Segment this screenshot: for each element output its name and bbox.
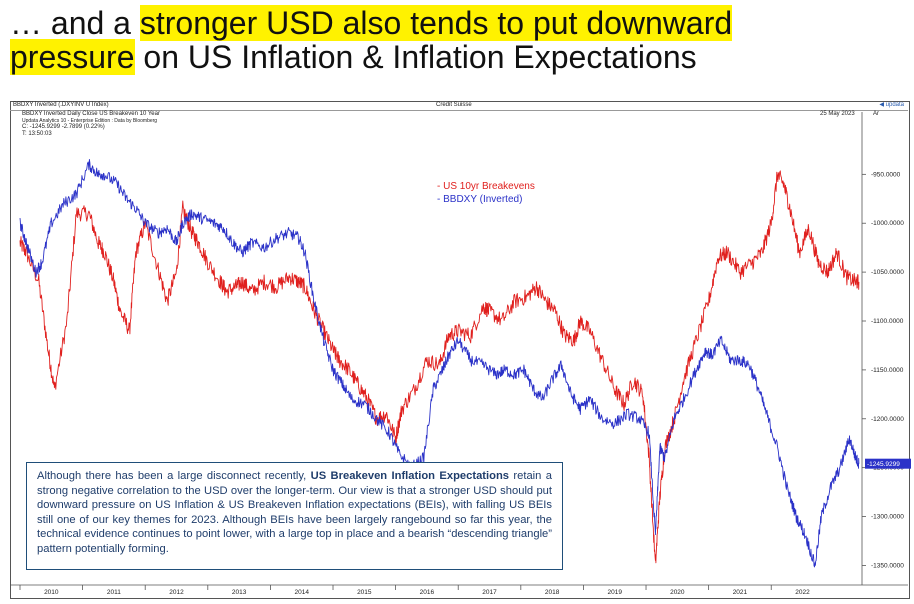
x-tick-label: 2011 bbox=[107, 589, 121, 596]
terminal-title-bar: BBDXY Inverted (.DXYINV U Index) Credit … bbox=[10, 101, 908, 111]
commentary-post: retain a strong negative correlation to … bbox=[37, 470, 552, 555]
x-tick-label: 2018 bbox=[545, 589, 560, 596]
y-tick-label: -1150.0000 bbox=[871, 367, 904, 374]
commentary-bold: US Breakeven Inflation Expectations bbox=[310, 470, 510, 482]
terminal-title-center: Credit Suisse bbox=[436, 102, 472, 108]
headline-suffix: on US Inflation & Inflation Expectations bbox=[134, 39, 697, 75]
x-tick-label: 2010 bbox=[44, 589, 59, 596]
last-value-label: -1245.9299 bbox=[867, 461, 900, 468]
headline-prefix: … and a bbox=[10, 5, 140, 41]
y-tick-label: -1350.0000 bbox=[871, 562, 904, 569]
x-tick-label: 2022 bbox=[795, 589, 810, 596]
chart-grid bbox=[10, 112, 908, 586]
legend-bbdxy: - BBDXY (Inverted) bbox=[437, 194, 523, 205]
x-tick-label: 2020 bbox=[670, 589, 685, 596]
x-axis: 2010 2011 2012 2013 2014 2015 2016 2017 2018 2019… bbox=[19, 585, 810, 596]
chart-date: 25 May 2023 bbox=[820, 111, 855, 117]
commentary-box: Although there has been a large disconne… bbox=[26, 462, 563, 570]
x-tick-label: 2014 bbox=[294, 589, 309, 596]
y-tick-label: -1050.0000 bbox=[871, 269, 904, 276]
y-tick-label: -1300.0000 bbox=[871, 514, 904, 521]
y-tick-label: -950.0000 bbox=[871, 171, 901, 178]
x-tick-label: 2013 bbox=[232, 589, 247, 596]
y-tick-label: -1200.0000 bbox=[871, 416, 904, 423]
updata-icon: ◀ bbox=[879, 102, 884, 108]
legend: - US 10yr Breakevens - BBDXY (Inverted) bbox=[437, 180, 535, 206]
headline-highlight-1: stronger USD also tends to put downward bbox=[139, 5, 733, 41]
series-line-breakevens bbox=[19, 170, 860, 564]
updata-logo: ◀ updata bbox=[879, 101, 904, 110]
terminal-title-left: BBDXY Inverted (.DXYINV U Index) bbox=[13, 102, 109, 108]
x-tick-label: 2019 bbox=[607, 589, 622, 596]
x-tick-label: 2017 bbox=[482, 589, 497, 596]
chart-edition: Updata Analytics 10 - Enterprise Edition… bbox=[22, 118, 158, 124]
chart-ar-label: Ar bbox=[873, 111, 879, 117]
headline: … and a stronger USD also tends to put d… bbox=[10, 5, 910, 75]
series-line-bbdxy bbox=[19, 158, 860, 568]
legend-breakevens: - US 10yr Breakevens bbox=[437, 181, 535, 192]
x-tick-label: 2016 bbox=[420, 589, 435, 596]
x-tick-label: 2021 bbox=[733, 589, 748, 596]
y-tick-label: -1100.0000 bbox=[871, 318, 904, 325]
x-tick-label: 2015 bbox=[357, 589, 372, 596]
headline-highlight-2: pressure bbox=[10, 39, 135, 75]
chart-lines bbox=[19, 158, 860, 568]
y-axis: -950.0000 -1000.0000 -1050.0000 -1100.0000 -… bbox=[862, 171, 911, 569]
updata-label: updata bbox=[885, 102, 904, 108]
chart-time: T: 13:50:03 bbox=[22, 131, 52, 137]
chart-subtitle: BBDXY Inverted Daily Close US Breakeven … bbox=[22, 111, 160, 117]
last-value-badge bbox=[865, 458, 911, 469]
chart-close-value: C: -1245.9299 -2.7899 (0.22%) bbox=[22, 124, 105, 130]
commentary-pre: Although there has been a large disconne… bbox=[37, 470, 311, 482]
x-tick-label: 2012 bbox=[169, 589, 184, 596]
y-tick-label: -1000.0000 bbox=[871, 220, 904, 227]
